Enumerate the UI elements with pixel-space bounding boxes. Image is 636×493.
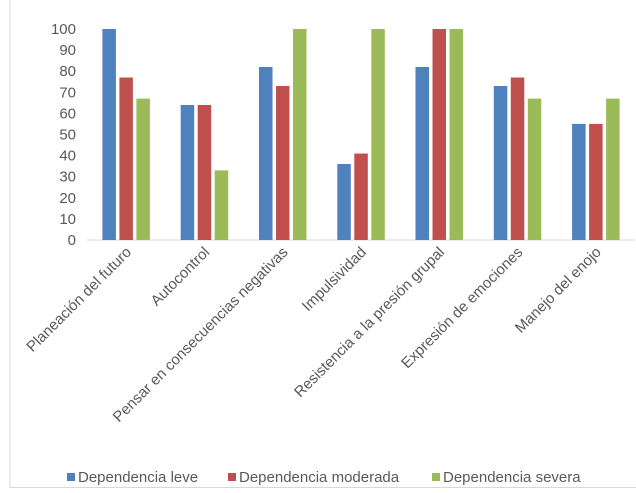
bar: [606, 98, 620, 240]
bar: [119, 77, 133, 240]
y-axis: 0 10 20 30 40 50 60 70 80 90 100: [51, 21, 76, 249]
y-tick-label: 40: [59, 148, 76, 165]
x-category-label: Planeación del futuro: [23, 244, 135, 356]
bar: [197, 105, 212, 240]
legend-label: Dependencia leve: [78, 469, 198, 486]
x-category-label: Autocontrol: [148, 244, 214, 310]
bar: [293, 29, 307, 240]
bar: [371, 29, 385, 240]
bar: [180, 105, 195, 240]
legend-swatch: [228, 473, 236, 481]
y-tick-label: 100: [51, 21, 76, 38]
x-category-label: Impulsividad: [299, 244, 370, 315]
legend-swatch: [67, 473, 75, 481]
bar: [102, 29, 116, 240]
bar: [493, 86, 508, 240]
y-tick-label: 70: [59, 84, 76, 101]
bar: [449, 29, 463, 240]
bar: [527, 98, 542, 240]
y-tick-label: 60: [59, 105, 76, 122]
y-tick-label: 50: [59, 127, 76, 144]
bar: [432, 29, 446, 240]
bar: [259, 67, 273, 240]
legend-swatch: [432, 473, 440, 481]
legend-label: Dependencia moderada: [239, 469, 400, 486]
bar: [510, 77, 525, 240]
bar: [214, 170, 229, 240]
bar: [354, 153, 368, 240]
bar: [136, 98, 150, 240]
legend-label: Dependencia severa: [443, 469, 581, 486]
y-tick-label: 90: [59, 42, 76, 59]
bar: [589, 123, 603, 240]
bars: [102, 29, 620, 240]
bar: [572, 123, 586, 240]
y-tick-label: 10: [59, 211, 76, 228]
bar: [276, 86, 290, 240]
legend: Dependencia leve Dependencia moderada Depe…: [67, 469, 581, 486]
y-tick-label: 0: [68, 232, 76, 249]
x-category-label: Pensar en consecuencias negativas: [110, 244, 292, 426]
x-category-label: Manejo del enojo: [512, 244, 605, 337]
bar: [415, 67, 429, 240]
y-tick-label: 20: [59, 190, 76, 207]
x-category-label: Resistencia a la presión grupal: [291, 244, 448, 401]
y-tick-label: 80: [59, 63, 76, 80]
y-tick-label: 30: [59, 169, 76, 186]
bar: [337, 164, 351, 240]
